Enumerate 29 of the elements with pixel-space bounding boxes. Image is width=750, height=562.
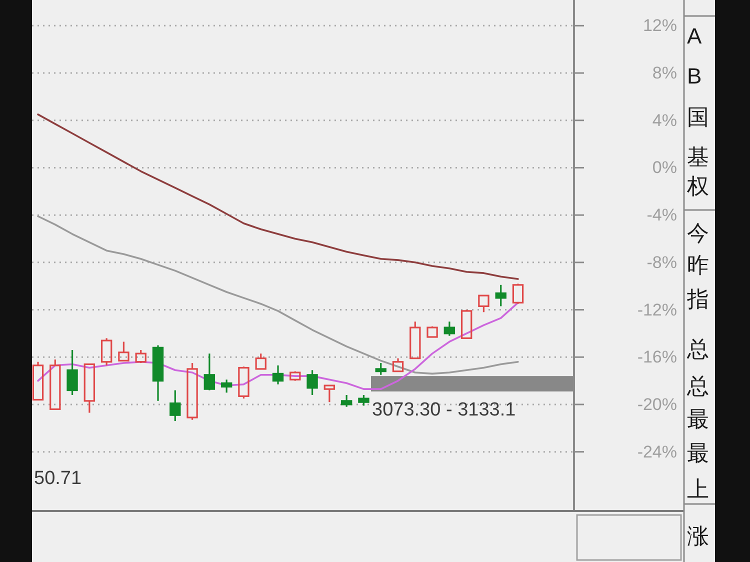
y-tick-label: -12%	[637, 300, 677, 320]
text: 今	[687, 220, 709, 246]
text: 涨	[687, 524, 709, 548]
y-tick-label: 0%	[652, 158, 677, 178]
y-tick-label: -16%	[637, 348, 677, 367]
text: 最	[687, 406, 709, 432]
y-tick-label: -24%	[637, 442, 677, 462]
y-tick-label: 8%	[652, 64, 677, 83]
text: 总	[686, 374, 709, 398]
annotation: 50.71	[34, 468, 82, 489]
text: 总	[686, 336, 709, 362]
text: 指	[686, 286, 709, 312]
line-series	[37, 114, 519, 280]
text: A	[687, 24, 702, 48]
y-tick-label: 4%	[652, 110, 677, 130]
y-tick-label: -20%	[637, 394, 677, 414]
text: 国	[687, 104, 709, 130]
text: 基	[687, 144, 709, 170]
text: 昨	[687, 252, 709, 278]
text: 上	[687, 476, 709, 502]
text: 最	[687, 440, 709, 466]
y-tick-label: -4%	[646, 206, 677, 225]
band-label: 3073.30 - 3133.1	[372, 399, 516, 420]
text: 权	[686, 174, 709, 198]
text: B	[687, 64, 702, 88]
y-tick-label: -8%	[646, 252, 677, 272]
candlestick	[272, 364, 284, 386]
line-series	[37, 215, 519, 375]
y-tick-label: 12%	[642, 16, 677, 36]
